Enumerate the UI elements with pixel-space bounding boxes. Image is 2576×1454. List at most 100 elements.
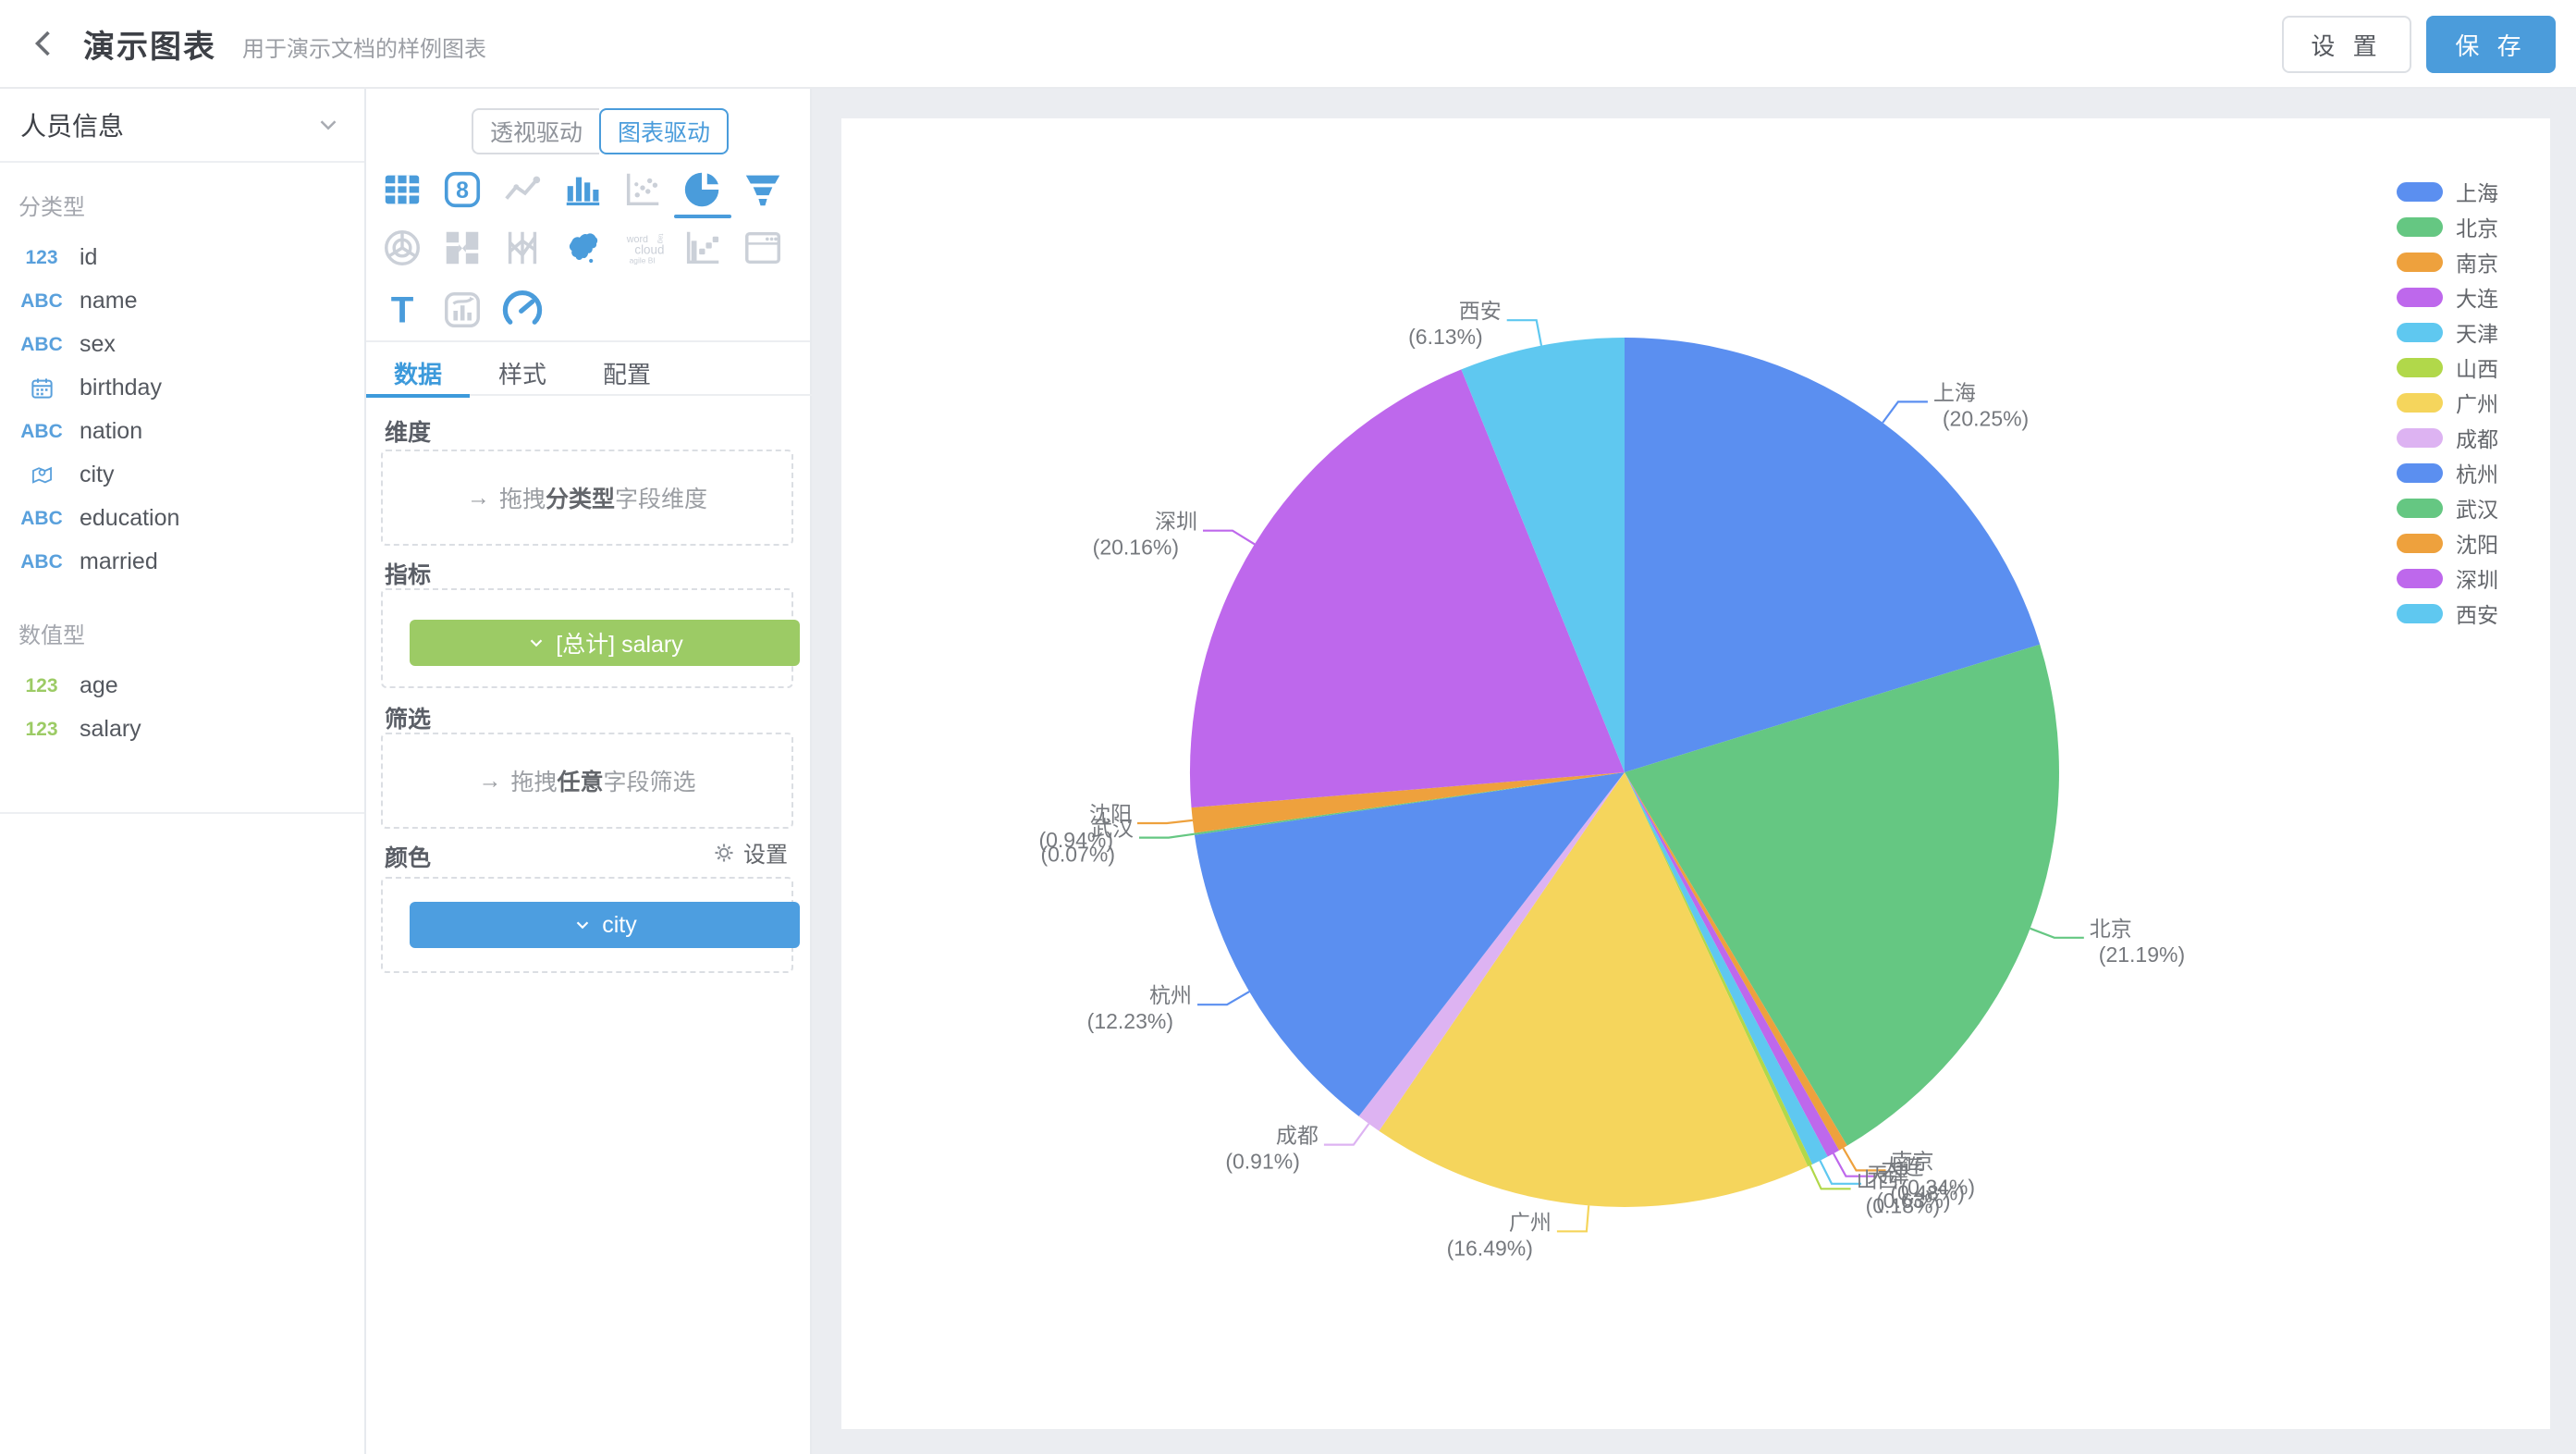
field-item-education[interactable]: ABC education — [0, 497, 364, 540]
dataset-selector[interactable]: 人员信息 — [0, 89, 364, 163]
pie-slice-广州[interactable]: 广州 (16.49%) — [1379, 772, 1809, 1207]
chart-type-text-widget[interactable]: T — [379, 287, 425, 333]
pie-label-percent: (0.34%) — [1901, 1175, 1976, 1199]
metric-pill[interactable]: [总计] salary — [410, 620, 800, 666]
chart-type-parallel-chart[interactable] — [499, 225, 546, 271]
legend-item-山西[interactable]: 山西 — [2397, 350, 2498, 385]
legend-label: 杭州 — [2456, 462, 2498, 487]
pie-label-percent: (20.16%) — [1093, 536, 1179, 560]
chart-type-radar-chart[interactable] — [379, 225, 425, 271]
chart-type-table-chart[interactable] — [379, 166, 425, 213]
text-field-icon: ABC — [20, 290, 63, 312]
chart-type-line-chart[interactable] — [499, 166, 546, 213]
filter-drop-zone[interactable]: → 拖拽 任意 字段筛选 — [381, 733, 793, 829]
chart-type-funnel-chart[interactable] — [740, 166, 786, 213]
pie-slice-天津[interactable]: 天津 (0.63%) — [1625, 772, 1828, 1164]
field-label: age — [80, 672, 118, 698]
color-settings-button[interactable]: 设置 — [712, 836, 788, 869]
dimension-placeholder-suffix: 字段维度 — [615, 487, 708, 512]
field-label: id — [80, 244, 98, 270]
pie-slice-杭州[interactable]: 杭州 (12.23%) — [1194, 772, 1625, 1116]
legend-item-深圳[interactable]: 深圳 — [2397, 561, 2498, 596]
back-button[interactable] — [26, 25, 63, 62]
field-label: salary — [80, 716, 141, 742]
pie-label-line — [1139, 832, 1195, 839]
color-pill[interactable]: city — [410, 902, 800, 948]
mode-option-chart-driven[interactable]: 图表驱动 — [599, 108, 730, 154]
legend-item-上海[interactable]: 上海 — [2397, 174, 2498, 209]
metric-drop-zone[interactable]: [总计] salary — [381, 588, 800, 688]
pie-slice-上海[interactable]: 上海 (20.25%) — [1625, 338, 2041, 772]
legend-item-沈阳[interactable]: 沈阳 — [2397, 525, 2498, 561]
pie-slice-山西[interactable]: 山西 (0.18%) — [1625, 772, 1813, 1167]
legend-item-广州[interactable]: 广州 — [2397, 385, 2498, 420]
chart-type-scatter-chart[interactable] — [619, 166, 666, 213]
tab-配置[interactable]: 配置 — [602, 360, 651, 388]
legend-item-北京[interactable]: 北京 — [2397, 209, 2498, 244]
field-item-married[interactable]: ABC married — [0, 540, 364, 584]
pie-label-name: 深圳 — [1155, 510, 1197, 534]
pie-label-percent: (0.07%) — [1040, 843, 1115, 867]
pie-slice-深圳[interactable]: 深圳 (20.16%) — [1189, 369, 1625, 808]
mode-option-pivot-driven[interactable]: 透视驱动 — [472, 108, 600, 154]
pie-slice-北京[interactable]: 北京 (21.19%) — [1625, 644, 2059, 1146]
settings-button[interactable]: 设 置 — [2282, 16, 2411, 73]
chart-type-metric-card[interactable]: 8 — [439, 166, 485, 213]
chart-config-panel: 透视驱动 图表驱动 8 word cloud agile BI tag T 数据 样式 配置… — [366, 89, 812, 1454]
pie-label-percent: (0.94%) — [1038, 828, 1113, 852]
pie-slice-成都[interactable]: 成都 (0.91%) — [1358, 772, 1625, 1131]
filter-placeholder: 拖拽 — [510, 770, 558, 795]
field-item-nation[interactable]: ABC nation — [0, 410, 364, 453]
dataset-name: 人员信息 — [20, 112, 125, 141]
chart-type-waterfall-chart[interactable] — [680, 225, 726, 271]
field-item-name[interactable]: ABC name — [0, 279, 364, 323]
filter-placeholder-bold: 任意 — [557, 770, 604, 795]
chart-type-iframe-widget[interactable] — [740, 225, 786, 271]
legend-item-南京[interactable]: 南京 — [2397, 244, 2498, 279]
number-field-icon: 123 — [25, 718, 58, 740]
chart-type-china-map[interactable] — [559, 225, 606, 271]
pie-slice-南京[interactable]: 南京 (0.34%) — [1625, 772, 1847, 1151]
legend-label: 南京 — [2456, 252, 2498, 276]
legend-item-武汉[interactable]: 武汉 — [2397, 490, 2498, 525]
pie-slice-大连[interactable]: 大连 (0.48%) — [1625, 772, 1840, 1157]
pie-label-percent: (6.13%) — [1408, 325, 1483, 349]
svg-text:8: 8 — [456, 178, 469, 203]
field-item-birthday[interactable]: birthday — [0, 366, 364, 410]
field-item-salary[interactable]: 123 salary — [0, 708, 364, 751]
dimension-placeholder: 拖拽 — [498, 487, 546, 512]
pie-label-name: 西安 — [1459, 299, 1502, 323]
color-drop-zone[interactable]: city — [381, 877, 800, 973]
legend-item-大连[interactable]: 大连 — [2397, 279, 2498, 314]
legend-item-杭州[interactable]: 杭州 — [2397, 455, 2498, 490]
legend-label: 广州 — [2456, 392, 2498, 416]
chevron-down-icon — [526, 633, 546, 653]
selected-chart-underline — [674, 215, 731, 218]
pie-slice-西安[interactable]: 西安 (6.13%) — [1461, 338, 1625, 772]
pie-slice-武汉[interactable]: 武汉 (0.07%) — [1194, 772, 1625, 835]
legend-item-成都[interactable]: 成都 — [2397, 420, 2498, 455]
save-button[interactable]: 保 存 — [2426, 16, 2556, 73]
pie-label-name: 广州 — [1509, 1210, 1552, 1234]
field-item-sex[interactable]: ABC sex — [0, 323, 364, 366]
chart-type-gauge-chart[interactable] — [499, 287, 546, 333]
legend-label: 天津 — [2456, 322, 2498, 346]
pie-slice-沈阳[interactable]: 沈阳 (0.94%) — [1191, 772, 1625, 833]
legend-item-西安[interactable]: 西安 — [2397, 596, 2498, 631]
field-label: sex — [80, 331, 116, 357]
legend-item-天津[interactable]: 天津 — [2397, 314, 2498, 350]
dimension-drop-zone[interactable]: → 拖拽 分类型 字段维度 — [381, 450, 793, 546]
chart-type-word-cloud[interactable]: word cloud agile BI tag — [619, 225, 666, 271]
dimension-placeholder-bold: 分类型 — [545, 487, 615, 512]
tab-样式[interactable]: 样式 — [497, 360, 546, 388]
active-tab-underline — [366, 394, 470, 398]
chart-type-pie-chart[interactable] — [680, 166, 726, 213]
field-item-age[interactable]: 123 age — [0, 664, 364, 708]
chart-type-combo-chart[interactable] — [439, 287, 485, 333]
chart-type-sankey-chart[interactable] — [439, 225, 485, 271]
chart-type-bar-chart[interactable] — [559, 166, 606, 213]
tab-数据[interactable]: 数据 — [393, 360, 442, 388]
field-item-city[interactable]: city — [0, 453, 364, 497]
field-item-id[interactable]: 123 id — [0, 236, 364, 279]
pie-label-name: 沈阳 — [1089, 802, 1132, 826]
